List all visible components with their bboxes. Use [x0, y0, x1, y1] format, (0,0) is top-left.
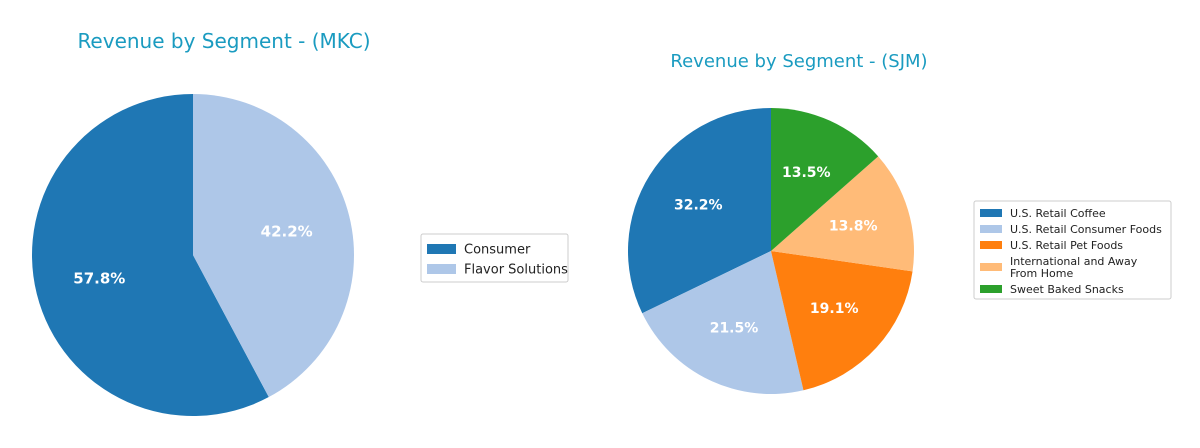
legend-frame — [973, 200, 1172, 300]
pie-label-flavor-solutions: 42.2% — [261, 223, 313, 241]
pie-slice-u-s-retail-coffee — [627, 108, 771, 314]
legend-swatch — [427, 264, 456, 274]
pie-label-international-and-away-from-home: 13.8% — [829, 218, 878, 234]
legend-swatch — [980, 285, 1002, 293]
pie-slice-u-s-retail-consumer-foods — [642, 251, 804, 394]
pie-slice-flavor-solutions — [193, 94, 354, 398]
chart-title: Revenue by Segment - (SJM) — [670, 51, 927, 72]
legend-item-sweet-baked-snacks: Sweet Baked Snacks — [980, 283, 1124, 296]
legend-item-consumer: Consumer — [427, 243, 531, 258]
legend-swatch — [980, 263, 1002, 271]
pie-label-sweet-baked-snacks: 13.5% — [782, 165, 831, 181]
chart-sjm: Revenue by Segment - (SJM) 32.2% 21.5% 19.1… — [627, 51, 1172, 394]
legend-label: U.S. Retail Consumer Foods — [1010, 223, 1162, 236]
legend-label: Consumer — [464, 243, 531, 258]
pie-label-u-s-retail-coffee: 32.2% — [674, 197, 723, 213]
legend-label: U.S. Retail Coffee — [1010, 207, 1106, 220]
legend-swatch — [980, 209, 1002, 217]
legend-label: U.S. Retail Pet Foods — [1010, 239, 1123, 252]
legend-item-u-s-retail-coffee: U.S. Retail Coffee — [980, 207, 1106, 220]
chart-mkc: Revenue by Segment - (MKC) 57.8% 42.2% Cons… — [31, 29, 569, 416]
chart-title: Revenue by Segment - (MKC) — [77, 29, 370, 53]
legend-item-u-s-retail-consumer-foods: U.S. Retail Consumer Foods — [980, 223, 1162, 236]
legend-label: Sweet Baked Snacks — [1010, 283, 1124, 296]
legend: U.S. Retail Coffee U.S. Retail Consumer F… — [973, 200, 1172, 300]
legend-label: International and Away — [1010, 255, 1138, 268]
legend-label: From Home — [1010, 267, 1073, 280]
legend-swatch — [427, 244, 456, 254]
pie-slice-international-and-away-from-home — [771, 156, 914, 272]
legend-item-flavor-solutions: Flavor Solutions — [427, 263, 568, 278]
pie-slice-consumer — [31, 94, 269, 416]
pie-label-u-s-retail-consumer-foods: 21.5% — [710, 320, 759, 336]
legend-swatch — [980, 225, 1002, 233]
legend: Consumer Flavor Solutions — [420, 233, 569, 283]
legend-label: Flavor Solutions — [464, 263, 568, 278]
pie-slice-u-s-retail-pet-foods — [771, 251, 913, 391]
pie-slice-sweet-baked-snacks — [771, 108, 879, 251]
pie-label-u-s-retail-pet-foods: 19.1% — [810, 301, 859, 317]
legend-item-u-s-retail-pet-foods: U.S. Retail Pet Foods — [980, 239, 1123, 252]
legend-swatch — [980, 241, 1002, 249]
pie-label-consumer: 57.8% — [73, 269, 125, 287]
legend-frame — [420, 233, 569, 283]
